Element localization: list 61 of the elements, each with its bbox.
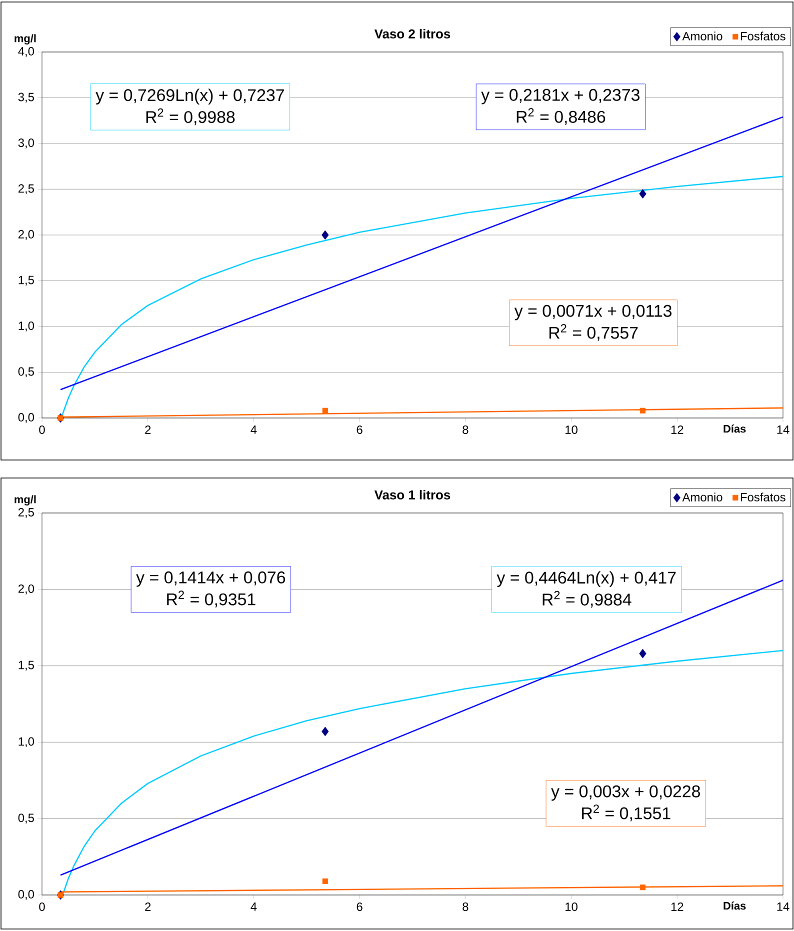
y-tick-label: 2,0 <box>18 584 34 594</box>
y-tick-label: 2,0 <box>18 230 34 240</box>
y-tick-label: 1,5 <box>18 276 34 286</box>
point <box>639 648 646 658</box>
x-tick-label: 14 <box>777 902 790 911</box>
x-tick-label: 14 <box>777 426 790 434</box>
y-tick-label: 2,5 <box>18 508 34 518</box>
y-tick-label: 2,5 <box>18 184 34 194</box>
x-tick-label: 2 <box>145 426 151 434</box>
annotation: y = 0,4464Ln(x) + 0,417 <box>496 571 676 587</box>
x-tick-label: 4 <box>250 426 257 434</box>
x-tick-label: 0 <box>39 426 45 434</box>
x-axis-title: Días <box>724 902 746 910</box>
point <box>322 726 329 736</box>
y-tick-label: 3,5 <box>18 92 34 103</box>
legend-label: Amonio <box>682 32 722 40</box>
x-axis-title: Días <box>724 424 746 433</box>
y-tick-label: 0,5 <box>18 814 34 824</box>
legend-label: Amonio <box>682 492 722 502</box>
point <box>640 408 646 414</box>
annotation: R$^{2}$ = 0,9884 <box>542 590 632 608</box>
annotation: y = 0,003x + 0,0228 <box>551 785 700 801</box>
y-tick-label: 4,0 <box>18 47 34 57</box>
annotation: y = 0,7269Ln(x) + 0,7237 <box>96 88 284 104</box>
chart-title: Vaso 2 litros <box>374 28 450 38</box>
x-tick-label: 8 <box>462 426 468 434</box>
annotation: y = 0,2181x + 0,2373 <box>481 88 640 104</box>
x-tick-label: 12 <box>671 426 684 434</box>
annotation: R$^{2}$ = 0,1551 <box>582 804 670 822</box>
y-axis-title: mg/l <box>14 495 36 506</box>
annotation: y = 0,1414x + 0,076 <box>136 571 286 587</box>
x-tick-label: 6 <box>356 426 362 434</box>
y-axis-title: mg/l <box>14 34 36 44</box>
x-tick-label: 6 <box>356 902 362 911</box>
annotation: R$^{2}$ = 0,9351 <box>167 590 256 608</box>
point <box>322 878 328 884</box>
x-tick-label: 10 <box>566 902 578 911</box>
y-tick-label: 1,0 <box>18 322 34 332</box>
y-tick-label: 3,0 <box>18 138 34 148</box>
annotation: R$^{2}$ = 0,7557 <box>549 324 638 341</box>
point <box>322 408 328 414</box>
annotation: R$^{2}$ = 0,8486 <box>516 108 606 125</box>
x-tick-label: 0 <box>39 902 45 911</box>
legend-label: Fosfatos <box>740 32 786 40</box>
y-tick-label: 0,5 <box>18 367 34 378</box>
annotation: R$^{2}$ = 0,9988 <box>146 108 235 126</box>
y-tick-label: 1,0 <box>18 737 34 748</box>
y-tick-label: 0,0 <box>18 413 34 423</box>
point <box>640 884 646 890</box>
x-tick-label: 4 <box>250 902 257 911</box>
point <box>639 189 646 199</box>
annotation: y = 0,0071x + 0,0113 <box>514 304 672 320</box>
chart-title: Vaso 1 litros <box>374 490 450 500</box>
legend-label: Fosfatos <box>740 492 786 502</box>
point <box>322 230 329 240</box>
y-tick-label: 1,5 <box>18 660 34 671</box>
x-tick-label: 12 <box>671 902 684 911</box>
x-tick-label: 10 <box>566 426 578 434</box>
x-tick-label: 2 <box>145 902 151 911</box>
x-tick-label: 8 <box>462 902 468 911</box>
y-tick-label: 0,0 <box>18 890 34 900</box>
